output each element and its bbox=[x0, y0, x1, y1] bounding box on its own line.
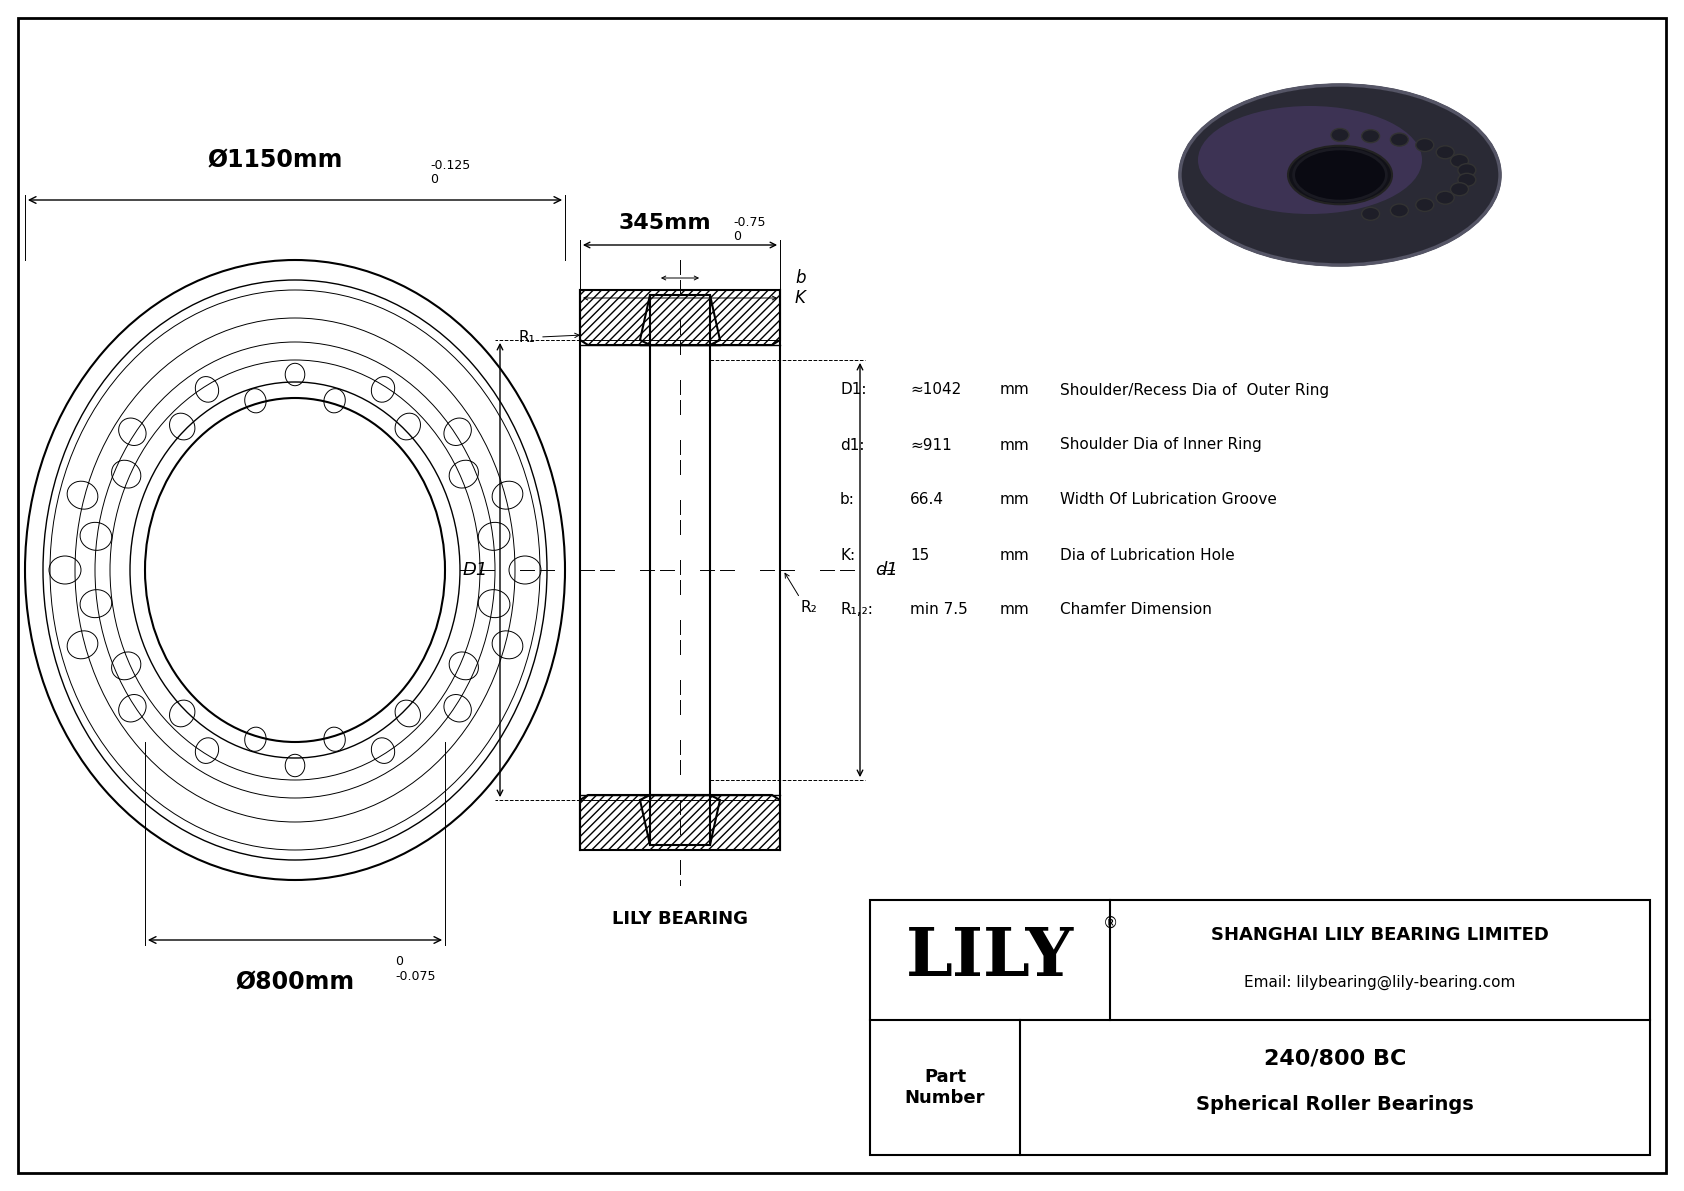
Text: ≈1042: ≈1042 bbox=[909, 382, 962, 398]
Text: LILY BEARING: LILY BEARING bbox=[611, 910, 748, 928]
Ellipse shape bbox=[1197, 106, 1421, 214]
Text: ≈911: ≈911 bbox=[909, 437, 951, 453]
Text: R₂: R₂ bbox=[800, 600, 817, 615]
Ellipse shape bbox=[1391, 204, 1408, 217]
Text: mm: mm bbox=[1000, 548, 1029, 562]
Ellipse shape bbox=[1416, 138, 1433, 151]
Text: R₁: R₁ bbox=[519, 330, 536, 344]
Bar bbox=[871, 900, 1650, 1155]
Text: Email: lilybearing@lily-bearing.com: Email: lilybearing@lily-bearing.com bbox=[1244, 974, 1516, 990]
Text: Ø800mm: Ø800mm bbox=[236, 969, 355, 994]
Ellipse shape bbox=[1436, 192, 1455, 204]
Text: Part
Number: Part Number bbox=[904, 1068, 985, 1106]
Ellipse shape bbox=[1458, 163, 1475, 176]
Text: mm: mm bbox=[1000, 603, 1029, 617]
Ellipse shape bbox=[1391, 133, 1408, 146]
Text: d1: d1 bbox=[876, 561, 898, 579]
Text: Spherical Roller Bearings: Spherical Roller Bearings bbox=[1196, 1096, 1474, 1115]
Ellipse shape bbox=[1362, 130, 1379, 143]
Ellipse shape bbox=[1362, 207, 1379, 220]
Text: Shoulder Dia of Inner Ring: Shoulder Dia of Inner Ring bbox=[1059, 437, 1261, 453]
Text: Width Of Lubrication Groove: Width Of Lubrication Groove bbox=[1059, 493, 1276, 507]
Text: 240/800 BC: 240/800 BC bbox=[1263, 1048, 1406, 1068]
Text: Ø1150mm: Ø1150mm bbox=[207, 148, 342, 172]
Text: Shoulder/Recess Dia of  Outer Ring: Shoulder/Recess Dia of Outer Ring bbox=[1059, 382, 1329, 398]
Text: SHANGHAI LILY BEARING LIMITED: SHANGHAI LILY BEARING LIMITED bbox=[1211, 925, 1549, 944]
Text: K:: K: bbox=[840, 548, 855, 562]
Ellipse shape bbox=[1436, 145, 1455, 158]
Polygon shape bbox=[640, 295, 721, 345]
Text: D1: D1 bbox=[463, 561, 488, 579]
Text: R₁,₂:: R₁,₂: bbox=[840, 603, 872, 617]
Text: 0: 0 bbox=[429, 173, 438, 186]
Ellipse shape bbox=[1458, 174, 1475, 186]
Text: D1:: D1: bbox=[840, 382, 867, 398]
Ellipse shape bbox=[1293, 149, 1386, 201]
Text: -0.075: -0.075 bbox=[396, 969, 436, 983]
Text: 0: 0 bbox=[733, 230, 741, 243]
Ellipse shape bbox=[1450, 182, 1468, 195]
Text: mm: mm bbox=[1000, 437, 1029, 453]
Polygon shape bbox=[640, 796, 721, 844]
Text: b: b bbox=[795, 269, 805, 287]
Ellipse shape bbox=[1450, 155, 1468, 167]
Text: mm: mm bbox=[1000, 493, 1029, 507]
Text: d1:: d1: bbox=[840, 437, 864, 453]
Text: Dia of Lubrication Hole: Dia of Lubrication Hole bbox=[1059, 548, 1234, 562]
Text: b:: b: bbox=[840, 493, 855, 507]
Text: -0.75: -0.75 bbox=[733, 216, 766, 229]
Text: mm: mm bbox=[1000, 382, 1029, 398]
Ellipse shape bbox=[1288, 145, 1393, 204]
Text: 0: 0 bbox=[396, 955, 402, 968]
Ellipse shape bbox=[1330, 129, 1349, 142]
Text: K: K bbox=[795, 289, 807, 307]
Text: LILY: LILY bbox=[906, 925, 1074, 991]
Polygon shape bbox=[579, 796, 780, 850]
Ellipse shape bbox=[1180, 85, 1500, 266]
Text: 345mm: 345mm bbox=[618, 213, 711, 233]
Polygon shape bbox=[579, 289, 780, 345]
Ellipse shape bbox=[1416, 199, 1433, 212]
Text: Chamfer Dimension: Chamfer Dimension bbox=[1059, 603, 1212, 617]
Text: -0.125: -0.125 bbox=[429, 160, 470, 172]
Text: 15: 15 bbox=[909, 548, 930, 562]
Text: ®: ® bbox=[1103, 916, 1118, 931]
Text: min 7.5: min 7.5 bbox=[909, 603, 968, 617]
Text: 66.4: 66.4 bbox=[909, 493, 945, 507]
